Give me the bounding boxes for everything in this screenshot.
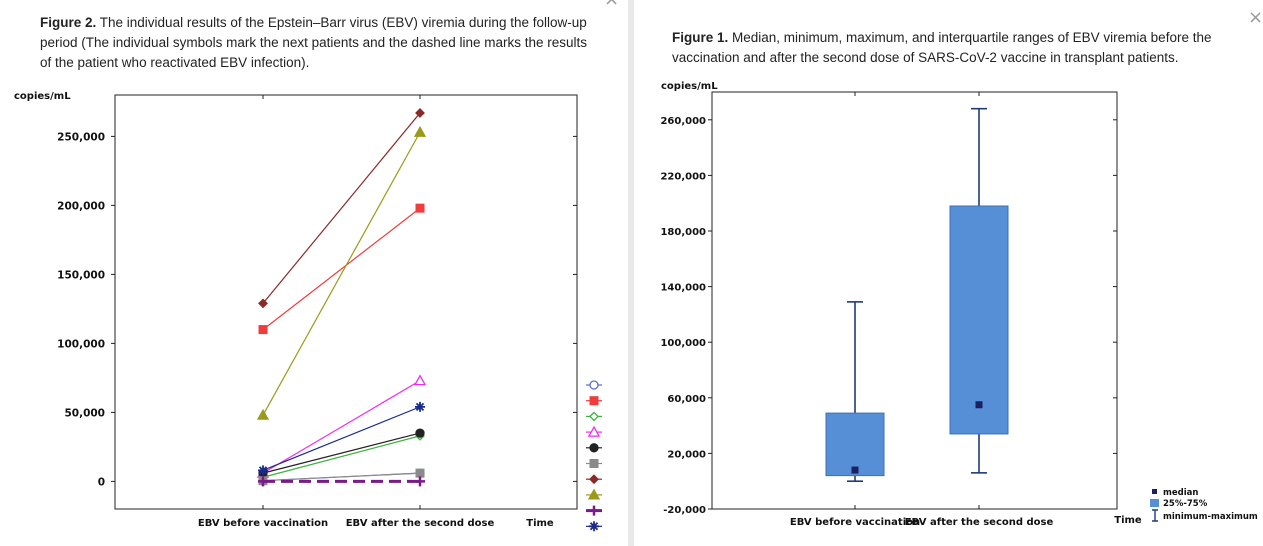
x-axis-label: Time xyxy=(1114,515,1142,526)
figure-1-caption-text: Median, minimum, maximum, and interquart… xyxy=(672,30,1212,65)
legend-marker xyxy=(589,505,599,516)
series-line xyxy=(258,203,425,335)
y-tick-label: 150,000 xyxy=(57,269,105,281)
y-tick-label: -20,000 xyxy=(663,505,706,516)
y-tick-label: 100,000 xyxy=(57,338,105,350)
legend-median-label: median xyxy=(1163,488,1198,498)
iqr-box xyxy=(949,205,1009,435)
series-segment xyxy=(262,131,421,416)
legend-iqr-icon xyxy=(1150,499,1159,507)
figure-2-caption: Figure 2. The individual results of the … xyxy=(40,13,600,73)
y-tick-label: 260,000 xyxy=(660,116,706,127)
figure-2-panel: Figure 2. The individual results of the … xyxy=(0,0,628,546)
plot-frame xyxy=(114,94,578,510)
figure-1-caption-label: Figure 1. xyxy=(672,30,729,45)
data-point xyxy=(415,203,425,213)
series-line xyxy=(258,108,425,309)
y-tick-label: 140,000 xyxy=(660,283,706,294)
data-point xyxy=(256,408,270,420)
y-tick-label: 220,000 xyxy=(660,171,706,182)
x-tick-label: EBV after the second dose xyxy=(346,518,495,529)
legend-marker xyxy=(589,380,599,390)
median-marker xyxy=(975,401,983,409)
series-segment xyxy=(262,472,421,482)
series-segment xyxy=(262,435,421,478)
y-tick-label: 60,000 xyxy=(667,394,706,405)
y-tick-label: 50,000 xyxy=(64,407,105,419)
legend-marker xyxy=(589,443,599,453)
series-line xyxy=(258,476,425,487)
median-marker xyxy=(851,466,859,474)
figure-2-y-axis-label: copies/mL xyxy=(14,91,71,102)
series-line xyxy=(258,401,425,476)
legend-marker xyxy=(589,411,599,422)
figure-1-y-axis-label: copies/mL xyxy=(661,81,718,92)
close-icon[interactable]: × xyxy=(604,0,619,10)
legend xyxy=(586,380,602,532)
legend-marker xyxy=(589,521,599,532)
figure-1-panel: Figure 1. Median, minimum, maximum, and … xyxy=(634,0,1263,546)
plot-frame xyxy=(711,91,1118,510)
y-tick-label: 180,000 xyxy=(660,227,706,238)
iqr-box xyxy=(825,412,885,477)
box-group xyxy=(825,301,885,483)
data-point xyxy=(258,476,268,487)
series-line xyxy=(258,428,425,478)
close-icon[interactable]: × xyxy=(1248,7,1263,28)
legend-iqr-label: 25%-75% xyxy=(1163,499,1208,509)
y-tick-label: 0 xyxy=(98,476,105,488)
figure-1-box-plot: -20,000 20,000 60,000 100,000 140,000 180,000… xyxy=(660,91,1258,528)
data-point xyxy=(415,476,425,487)
figure-1-caption: Figure 1. Median, minimum, maximum, and … xyxy=(672,28,1247,68)
legend-marker xyxy=(587,488,601,500)
x-axis-label: Time xyxy=(526,518,554,529)
legend-marker xyxy=(589,474,599,485)
legend-marker xyxy=(589,459,599,468)
legend-marker xyxy=(589,396,599,406)
data-point xyxy=(258,465,268,476)
data-point xyxy=(415,428,425,438)
legend-range-label: minimum-maximum xyxy=(1163,512,1258,522)
data-point xyxy=(258,325,268,335)
figure-2-caption-text: The individual results of the Epstein–Ba… xyxy=(40,15,588,70)
y-tick-label: 250,000 xyxy=(57,131,105,143)
series-segment xyxy=(262,406,421,471)
series-segment xyxy=(262,207,421,331)
data-point xyxy=(413,374,427,386)
y-tick-label: 200,000 xyxy=(57,200,105,212)
series-line xyxy=(256,125,427,420)
series-segment xyxy=(262,380,421,474)
figure-2-caption-label: Figure 2. xyxy=(40,15,97,30)
x-tick-label: EBV after the second dose xyxy=(905,517,1054,528)
x-tick-label: EBV before vaccination xyxy=(790,517,920,528)
figure-2-line-chart: 0 50,000 100,000 150,000 200,000 250,000 EBV b… xyxy=(57,94,602,532)
data-point xyxy=(258,298,268,309)
data-point xyxy=(415,108,425,118)
legend-range-icon xyxy=(1152,509,1158,522)
legend-marker xyxy=(587,425,601,437)
data-point xyxy=(415,468,425,478)
y-tick-label: 100,000 xyxy=(660,338,706,349)
series-segment xyxy=(262,112,421,304)
x-tick-label: EBV before vaccination xyxy=(198,518,328,529)
series-segment xyxy=(262,432,421,474)
data-point xyxy=(413,125,427,137)
data-point xyxy=(415,401,425,412)
legend-median-icon xyxy=(1152,489,1157,494)
box-group xyxy=(949,107,1009,474)
y-tick-label: 20,000 xyxy=(667,449,706,460)
